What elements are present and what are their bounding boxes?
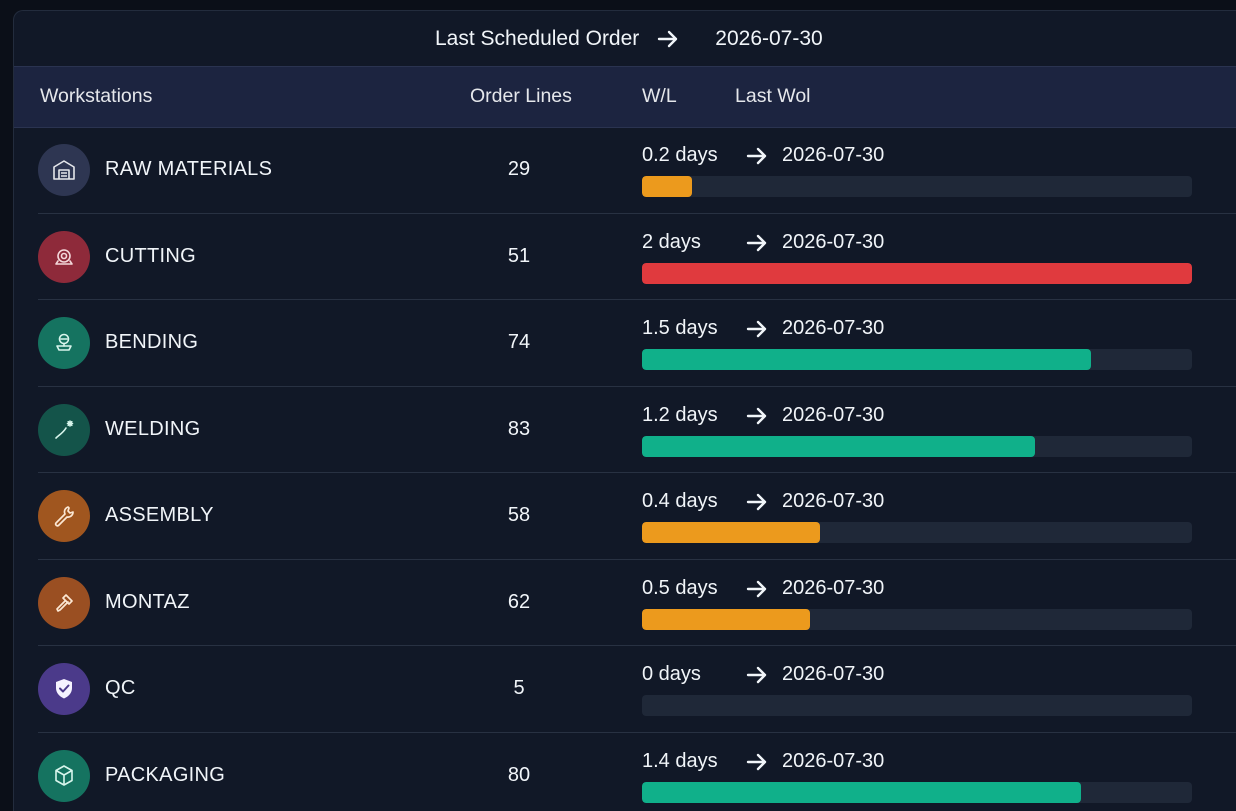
wrench-icon: [51, 503, 77, 529]
saw-blade-icon: [51, 244, 77, 270]
arrow-right-icon: [746, 752, 768, 772]
order-lines-value: 58: [494, 504, 544, 527]
arrow-right-icon: [746, 406, 768, 426]
box-icon: [51, 763, 77, 789]
row-icon-badge: [38, 663, 90, 715]
order-lines-value: 74: [494, 331, 544, 354]
column-header-wl[interactable]: W/L: [642, 85, 677, 108]
table-row[interactable]: BENDING 74 1.5 days 2026-07-30: [14, 300, 1236, 387]
arrow-right-icon: [746, 146, 768, 166]
last-wol-date: 2026-07-30: [782, 750, 884, 773]
row-icon-badge: [38, 231, 90, 283]
order-lines-value: 62: [494, 591, 544, 614]
table-row[interactable]: CUTTING 51 2 days 2026-07-30: [14, 214, 1236, 301]
arrow-right-icon: [746, 319, 768, 339]
arrow-right-icon: [657, 29, 679, 49]
workstation-name: MONTAZ: [105, 591, 190, 614]
order-lines-value: 51: [494, 245, 544, 268]
workload-bar-fill: [642, 609, 810, 630]
arrow-right-icon: [746, 492, 768, 512]
shield-check-icon: [51, 676, 77, 702]
workstation-name: CUTTING: [105, 245, 196, 268]
order-lines-value: 29: [494, 158, 544, 181]
order-lines-value: 83: [494, 418, 544, 441]
workload-bar: [642, 782, 1192, 803]
last-wol-date: 2026-07-30: [782, 490, 884, 513]
table-row[interactable]: RAW MATERIALS 29 0.2 days 2026-07-30: [14, 127, 1236, 214]
wl-value: 1.2 days: [642, 404, 718, 426]
panel-date: 2026-07-30: [715, 27, 822, 51]
workstation-name: WELDING: [105, 418, 200, 441]
table-row[interactable]: WELDING 83 1.2 days 2026-07-30: [14, 387, 1236, 474]
row-icon-badge: [38, 490, 90, 542]
workload-bar-fill: [642, 176, 692, 197]
arrow-right-icon: [746, 665, 768, 685]
warehouse-icon: [51, 157, 77, 183]
last-wol-date: 2026-07-30: [782, 663, 884, 686]
workstation-name: PACKAGING: [105, 764, 225, 787]
order-lines-value: 80: [494, 764, 544, 787]
column-header-workstations[interactable]: Workstations: [40, 85, 152, 108]
table-header: Workstations Order Lines W/L Last Wol: [14, 66, 1236, 128]
table-body: RAW MATERIALS 29 0.2 days 2026-07-30 CUT…: [14, 127, 1236, 811]
workload-bar-fill: [642, 436, 1035, 457]
table-row[interactable]: PACKAGING 80 1.4 days 2026-07-30: [14, 733, 1236, 811]
panel-header: Last Scheduled Order 2026-07-30: [14, 11, 1236, 66]
workload-bar: [642, 522, 1192, 543]
row-icon-badge: [38, 404, 90, 456]
screwdriver-icon: [51, 590, 77, 616]
table-row[interactable]: ASSEMBLY 58 0.4 days 2026-07-30: [14, 473, 1236, 560]
bending-press-icon: [51, 330, 77, 356]
last-wol-date: 2026-07-30: [782, 144, 884, 167]
workload-bar: [642, 263, 1192, 284]
row-icon-badge: [38, 577, 90, 629]
workload-bar-fill: [642, 349, 1091, 370]
arrow-right-icon: [746, 579, 768, 599]
panel-title: Last Scheduled Order: [435, 27, 639, 51]
column-header-order-lines[interactable]: Order Lines: [470, 85, 572, 108]
wl-value: 0.4 days: [642, 490, 718, 512]
row-icon-badge: [38, 750, 90, 802]
workload-bar: [642, 436, 1192, 457]
workload-bar: [642, 695, 1192, 716]
row-icon-badge: [38, 144, 90, 196]
last-wol-date: 2026-07-30: [782, 404, 884, 427]
order-lines-value: 5: [494, 677, 544, 700]
workstation-panel: Last Scheduled Order 2026-07-30 Workstat…: [13, 10, 1236, 811]
workstation-name: RAW MATERIALS: [105, 158, 272, 181]
wl-value: 1.4 days: [642, 750, 718, 772]
arrow-right-icon: [746, 233, 768, 253]
wl-value: 0.5 days: [642, 577, 718, 599]
table-row[interactable]: QC 5 0 days 2026-07-30: [14, 646, 1236, 733]
welding-torch-icon: [51, 417, 77, 443]
row-icon-badge: [38, 317, 90, 369]
workstation-name: ASSEMBLY: [105, 504, 214, 527]
workload-bar: [642, 176, 1192, 197]
workstation-name: QC: [105, 677, 136, 700]
last-wol-date: 2026-07-30: [782, 577, 884, 600]
last-wol-date: 2026-07-30: [782, 317, 884, 340]
table-row[interactable]: MONTAZ 62 0.5 days 2026-07-30: [14, 560, 1236, 647]
workload-bar-fill: [642, 263, 1192, 284]
last-wol-date: 2026-07-30: [782, 231, 884, 254]
column-header-last-wol[interactable]: Last Wol: [735, 85, 811, 108]
wl-value: 0.2 days: [642, 144, 718, 166]
wl-value: 0 days: [642, 663, 701, 685]
workload-bar: [642, 349, 1192, 370]
workload-bar-fill: [642, 782, 1081, 803]
workstation-name: BENDING: [105, 331, 198, 354]
wl-value: 1.5 days: [642, 317, 718, 339]
wl-value: 2 days: [642, 231, 701, 253]
workload-bar-fill: [642, 522, 820, 543]
workload-bar: [642, 609, 1192, 630]
